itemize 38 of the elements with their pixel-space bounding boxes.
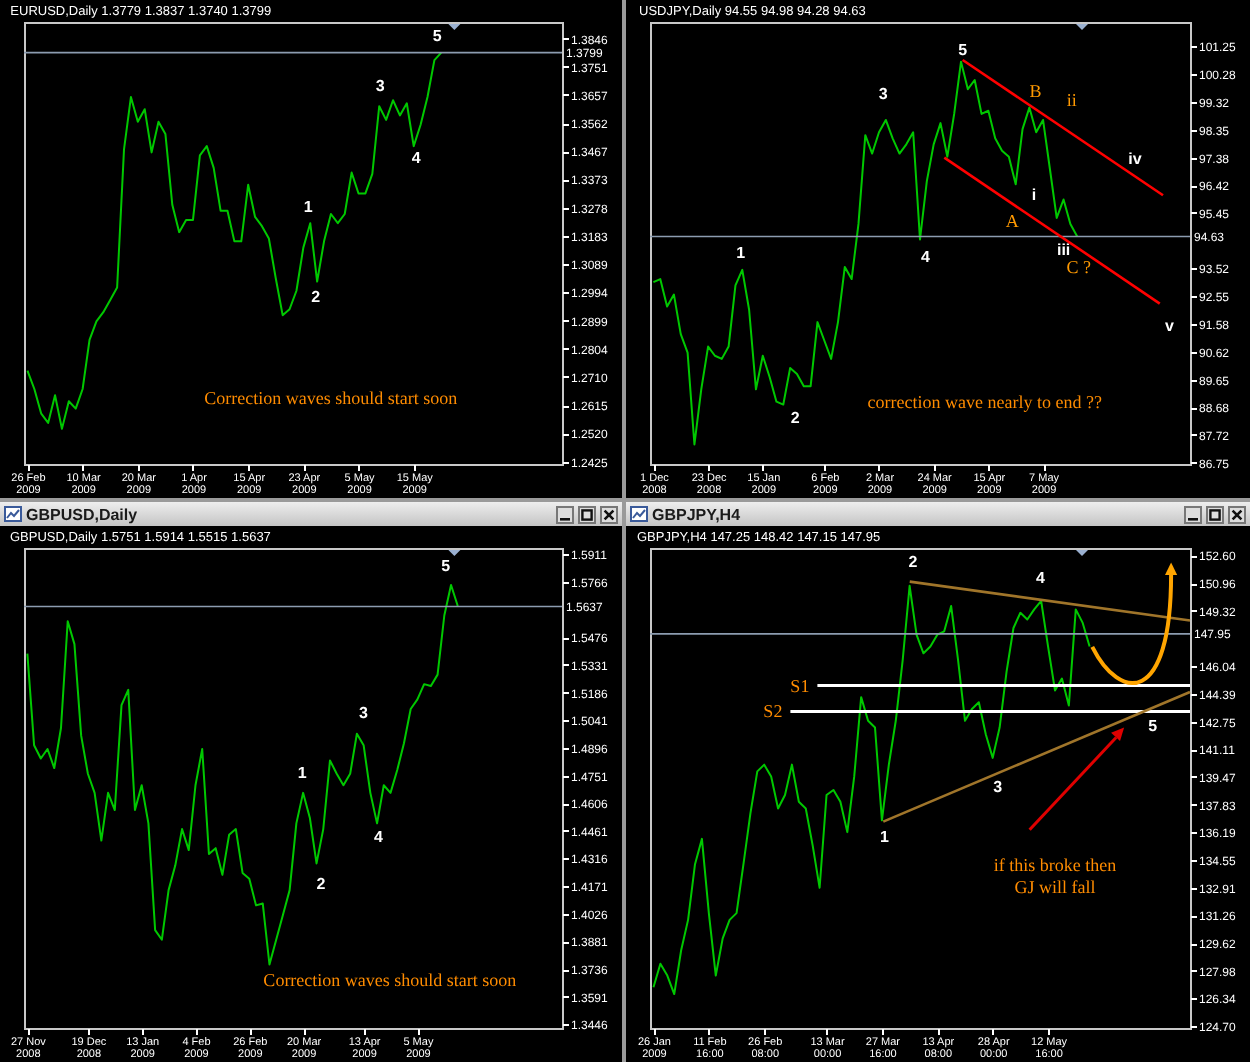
annotation: if this broke then GJ will fall bbox=[993, 854, 1118, 897]
annotation: 5 bbox=[432, 27, 443, 46]
annotation: 1 bbox=[736, 243, 747, 262]
annotation: Correction waves should start soon bbox=[204, 387, 459, 408]
ref-line-label: S1 bbox=[790, 675, 810, 696]
annotation: 2 bbox=[790, 408, 801, 427]
annotation: ii bbox=[1066, 90, 1078, 111]
annotation: correction wave nearly to end ?? bbox=[867, 392, 1102, 413]
annotation: iii bbox=[1056, 241, 1071, 260]
annotation: 2 bbox=[316, 874, 327, 893]
line-series bbox=[26, 584, 459, 966]
annotation: 5 bbox=[441, 556, 452, 575]
annotation: 3 bbox=[993, 777, 1004, 796]
annotation: A bbox=[1005, 210, 1020, 231]
chart-title: GBPJPY,H4 bbox=[652, 505, 741, 523]
annotation: 3 bbox=[878, 85, 889, 104]
annotation: v bbox=[1165, 316, 1176, 335]
annotation: 5 bbox=[958, 41, 969, 60]
annotation: 2 bbox=[311, 287, 322, 306]
annotation: 1 bbox=[879, 827, 890, 846]
annotation: 4 bbox=[411, 149, 422, 168]
annotation: 3 bbox=[359, 703, 370, 722]
annotation: 3 bbox=[375, 76, 386, 95]
annotation: Correction waves should start soon bbox=[263, 970, 518, 990]
chart-title: GBPUSD,Daily bbox=[26, 505, 138, 523]
annotation: 5 bbox=[1148, 716, 1159, 735]
line-series bbox=[652, 60, 1079, 446]
annotation: 2 bbox=[908, 553, 919, 572]
annotation: 1 bbox=[297, 763, 308, 782]
annotation: 4 bbox=[920, 247, 931, 266]
annotation: 4 bbox=[1035, 569, 1046, 588]
ref-line-label: S2 bbox=[763, 701, 783, 722]
annotation: C ? bbox=[1066, 256, 1092, 277]
annotation: 4 bbox=[374, 828, 385, 847]
annotation: B bbox=[1029, 81, 1042, 102]
annotation: iv bbox=[1128, 149, 1143, 168]
annotation: i bbox=[1031, 186, 1037, 205]
annotation: 1 bbox=[303, 197, 314, 216]
